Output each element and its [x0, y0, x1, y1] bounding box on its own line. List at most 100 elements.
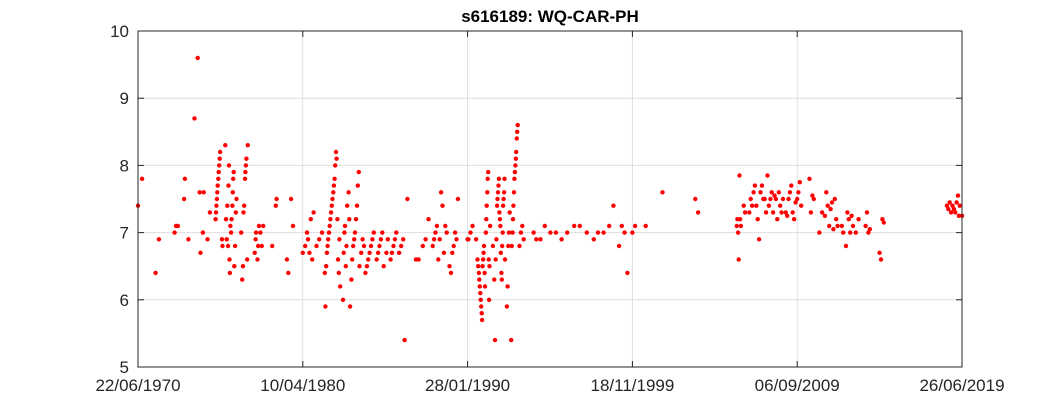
- data-point: [230, 190, 235, 195]
- data-point: [207, 210, 213, 215]
- data-point: [256, 223, 262, 229]
- data-point: [423, 237, 428, 242]
- data-point: [786, 196, 791, 202]
- data-point: [455, 196, 461, 202]
- data-point: [509, 337, 514, 343]
- data-point: [468, 230, 473, 235]
- data-point: [156, 237, 162, 242]
- data-point: [856, 217, 861, 222]
- data-point: [512, 176, 517, 181]
- data-point: [790, 210, 795, 215]
- data-point: [231, 169, 236, 175]
- data-point: [506, 230, 512, 235]
- data-point: [228, 223, 233, 229]
- data-point: [559, 237, 564, 242]
- data-point: [776, 190, 781, 195]
- data-point: [327, 223, 332, 229]
- data-point: [328, 210, 334, 215]
- data-point: [217, 156, 222, 161]
- data-point: [494, 203, 500, 208]
- data-point: [437, 237, 442, 242]
- data-point: [500, 230, 505, 235]
- data-point: [476, 264, 481, 269]
- data-point: [738, 223, 744, 229]
- data-point: [762, 196, 767, 202]
- data-point: [783, 210, 788, 215]
- data-point: [426, 217, 431, 222]
- data-point: [239, 230, 244, 235]
- data-point: [244, 156, 249, 161]
- data-point: [553, 230, 559, 235]
- data-point: [819, 210, 825, 215]
- data-point: [479, 311, 484, 316]
- data-point: [450, 250, 455, 255]
- data-point: [332, 176, 337, 181]
- data-point: [843, 243, 849, 249]
- data-point: [234, 196, 239, 202]
- data-point: [775, 217, 780, 222]
- data-point: [520, 223, 525, 229]
- data-point: [490, 243, 496, 249]
- data-point: [186, 237, 191, 242]
- data-point: [334, 156, 339, 161]
- data-point: [213, 210, 219, 215]
- data-point: [335, 257, 341, 262]
- data-point: [825, 203, 830, 208]
- data-point: [391, 243, 396, 249]
- data-point: [482, 270, 487, 276]
- data-point: [492, 277, 497, 282]
- data-point: [824, 190, 829, 195]
- data-point: [513, 156, 518, 161]
- data-point: [308, 217, 313, 222]
- chart-title: s616189: WQ-CAR-PH: [461, 7, 639, 26]
- data-point: [514, 136, 519, 141]
- data-point: [225, 203, 230, 208]
- data-point: [957, 203, 962, 208]
- data-point: [473, 237, 479, 242]
- data-point: [305, 237, 311, 242]
- data-point: [517, 243, 522, 249]
- data-point: [765, 173, 770, 178]
- data-point: [349, 277, 354, 282]
- data-point: [420, 243, 425, 249]
- data-point: [381, 264, 386, 269]
- data-point: [780, 196, 786, 202]
- data-point: [496, 183, 501, 188]
- data-point: [389, 250, 395, 255]
- data-point: [201, 190, 206, 195]
- data-point: [756, 237, 762, 242]
- y-axis: 5 6 7 8 9 10: [110, 22, 962, 377]
- data-point: [763, 210, 769, 215]
- data-point: [950, 203, 955, 208]
- data-point: [328, 217, 333, 222]
- data-point: [500, 243, 505, 249]
- data-point: [601, 230, 606, 235]
- data-point: [350, 257, 355, 262]
- data-point: [584, 230, 589, 235]
- data-point: [375, 250, 381, 255]
- data-point: [846, 217, 851, 222]
- data-point: [371, 230, 376, 235]
- data-point: [493, 257, 498, 262]
- data-point: [225, 243, 231, 249]
- data-point: [240, 264, 246, 269]
- data-point: [514, 149, 519, 155]
- data-point: [214, 196, 220, 202]
- data-point: [483, 230, 489, 235]
- data-point: [241, 210, 246, 215]
- data-point: [807, 176, 812, 181]
- data-point: [326, 230, 332, 235]
- data-point: [498, 223, 503, 229]
- data-point: [768, 196, 773, 202]
- data-point: [827, 223, 832, 229]
- data-point: [755, 217, 760, 222]
- x-axis: 22/06/1970 10/04/1980 28/01/1990 18/11/1999…: [95, 31, 1005, 395]
- data-point: [849, 213, 854, 218]
- data-point: [430, 243, 435, 249]
- data-point: [778, 203, 783, 208]
- data-point: [357, 264, 362, 269]
- data-point: [953, 210, 958, 215]
- data-point: [342, 223, 348, 229]
- data-point: [789, 183, 794, 188]
- data-point: [352, 230, 358, 235]
